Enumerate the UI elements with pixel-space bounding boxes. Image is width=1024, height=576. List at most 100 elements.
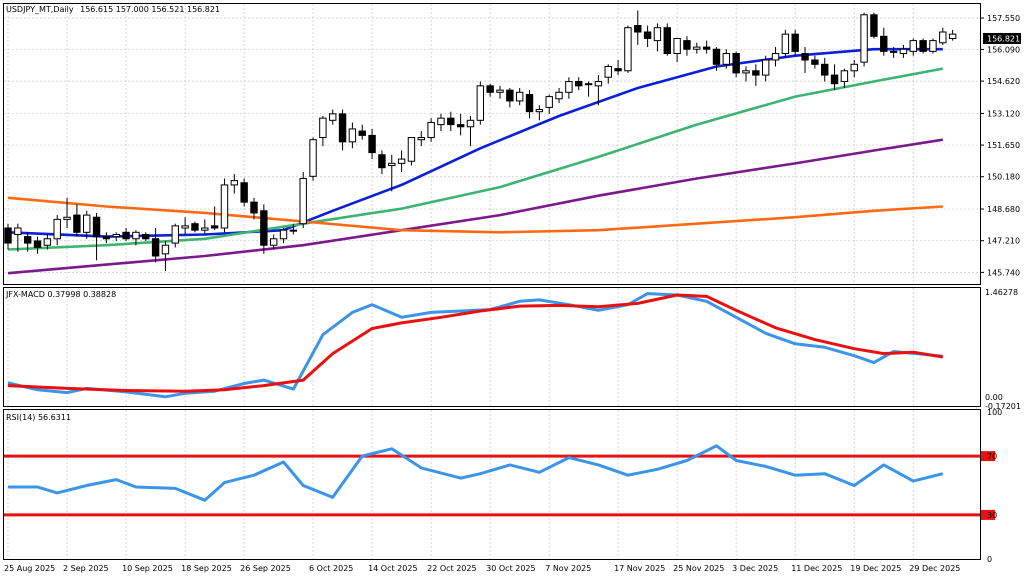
candle-body (33, 240, 42, 248)
rsi-line (8, 444, 944, 502)
candle-body (525, 93, 534, 113)
candle (260, 204, 268, 254)
candle (437, 113, 445, 132)
candle (850, 60, 858, 78)
moving-average-line (7, 196, 943, 234)
candle-body (840, 70, 849, 83)
candle-body (161, 244, 170, 255)
candle (466, 116, 475, 147)
candle-body (92, 216, 101, 238)
price-tick-label: 150.180 (987, 173, 1020, 182)
candle (378, 150, 386, 175)
price-tick-label: 147.210 (987, 237, 1020, 246)
x-tick-label: 7 Nov 2025 (545, 564, 591, 573)
ohlc-label: 156.615 157.000 156.521 156.821 (80, 5, 220, 14)
candle-body (269, 238, 278, 246)
candle (673, 37, 681, 63)
candle (486, 83, 494, 97)
candle-body (624, 27, 632, 72)
candle (565, 77, 573, 99)
rsi-tick-label: 0 (987, 555, 992, 564)
candle (643, 25, 652, 48)
candle-body (260, 210, 268, 246)
candle (870, 12, 878, 39)
x-tick-label: 2 Sep 2025 (63, 564, 109, 573)
candle-body (506, 89, 514, 102)
candle (801, 47, 809, 73)
price-tick-label: 157.550 (987, 14, 1020, 23)
candle (230, 174, 239, 194)
candle (919, 38, 927, 54)
x-tick-label: 29 Dec 2025 (909, 564, 960, 573)
moving-averages (7, 47, 944, 275)
price-panel-title: USDJPY_MT,Daily 156.615 157.000 156.521 … (6, 5, 220, 14)
candle (329, 109, 337, 125)
candle-body (447, 117, 455, 126)
rsi-lines (4, 444, 995, 520)
rsi-panel-title: RSI(14) 56.6311 (6, 413, 71, 422)
rsi-tick-label: 70 (987, 452, 997, 461)
macd-tick-label: 1.46278 (985, 288, 1018, 297)
candle (112, 232, 120, 241)
price-tick-label: 156.090 (987, 45, 1020, 54)
price-tick-label: 154.620 (987, 77, 1020, 86)
candle (948, 29, 957, 41)
candle (496, 85, 504, 99)
candle-body (653, 27, 662, 42)
candle-body (850, 63, 858, 72)
candle-body (348, 128, 357, 143)
x-tick-label: 22 Oct 2025 (427, 564, 476, 573)
candle (604, 64, 612, 84)
candle (23, 232, 32, 252)
candle (171, 223, 179, 248)
candle-body (151, 238, 160, 257)
candle (742, 66, 750, 82)
candle (4, 223, 12, 250)
candle (319, 116, 327, 147)
candle-body (378, 154, 386, 169)
candle (250, 197, 258, 220)
candle-body (427, 121, 435, 139)
candle (417, 131, 425, 147)
candle (63, 197, 71, 228)
candle-body (604, 65, 612, 78)
candle-body (919, 40, 927, 52)
candle-body (496, 89, 504, 93)
candle (683, 36, 691, 56)
candle (702, 40, 711, 54)
x-tick-label: 30 Oct 2025 (486, 564, 535, 573)
candle-body (683, 40, 691, 50)
candle (781, 29, 790, 58)
candle-body (693, 46, 701, 50)
candle (368, 128, 376, 160)
candle-body (388, 162, 396, 167)
candle (240, 178, 248, 207)
candle-body (338, 113, 347, 143)
candle (693, 42, 701, 54)
candle (899, 44, 908, 58)
macd-lines (7, 292, 944, 399)
candle-body (14, 227, 22, 235)
candle-body (112, 233, 120, 238)
candle-body (584, 83, 593, 86)
last-price-label: 156.821 (987, 35, 1020, 44)
candle-body (102, 236, 111, 240)
candle-body (299, 177, 307, 225)
candle (142, 232, 150, 241)
price-tick-label: 148.680 (987, 205, 1020, 214)
candle-body (191, 223, 199, 231)
candle (909, 38, 917, 56)
candle-body (309, 139, 317, 177)
candle (506, 88, 514, 108)
candle (545, 94, 553, 114)
candle-body (889, 50, 898, 53)
candle-body (397, 158, 406, 164)
candle-body (939, 31, 947, 44)
candle (830, 64, 839, 91)
candle-body (870, 14, 878, 37)
candle (43, 234, 52, 250)
candle-body (771, 53, 780, 61)
candle-body (23, 236, 32, 244)
candle (653, 23, 662, 52)
